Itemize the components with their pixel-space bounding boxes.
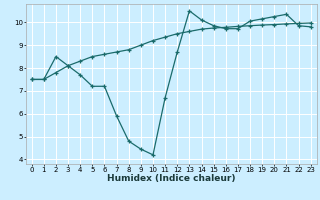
- X-axis label: Humidex (Indice chaleur): Humidex (Indice chaleur): [107, 174, 236, 183]
